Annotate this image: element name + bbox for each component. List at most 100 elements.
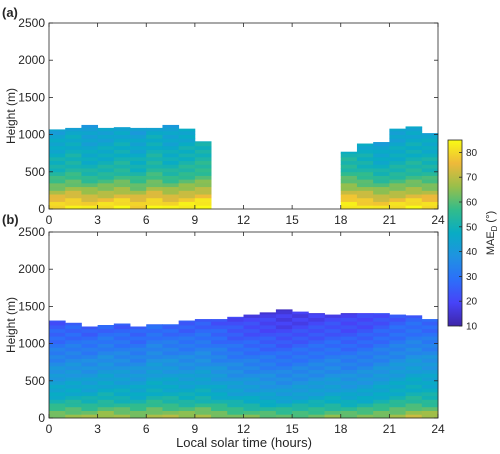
heatmap-cell xyxy=(65,190,82,195)
heatmap-cell xyxy=(373,168,390,173)
heatmap-cell xyxy=(356,197,374,202)
heatmap-cell xyxy=(49,343,66,348)
heatmap-cell xyxy=(308,313,325,315)
heatmap-cell xyxy=(97,186,115,191)
heatmap-cell xyxy=(130,164,147,169)
heatmap-cell xyxy=(373,332,390,337)
heatmap-cell xyxy=(178,351,196,356)
heatmap-cell xyxy=(65,336,82,341)
heatmap-cell xyxy=(421,149,439,154)
heatmap-cell xyxy=(243,395,261,400)
heatmap-cell xyxy=(421,391,439,397)
heatmap-cell xyxy=(65,142,82,147)
heatmap-cell xyxy=(162,124,180,128)
heatmap-cell xyxy=(162,399,180,404)
heatmap-cell xyxy=(97,399,115,404)
heatmap-cell xyxy=(405,182,423,188)
heatmap-cell xyxy=(97,171,115,176)
heatmap-cell xyxy=(97,365,115,371)
x-tick-label: 6 xyxy=(143,213,150,227)
heatmap-cell xyxy=(389,197,406,202)
heatmap-cell xyxy=(211,321,228,326)
heatmap-cell xyxy=(421,388,439,393)
heatmap-cell xyxy=(130,134,147,139)
heatmap-cell xyxy=(81,179,99,184)
heatmap-cell xyxy=(65,182,82,188)
heatmap-cell xyxy=(65,168,82,173)
heatmap-cell xyxy=(194,197,212,202)
heatmap-cell xyxy=(243,325,261,330)
heatmap-cell xyxy=(308,380,325,385)
heatmap-cell xyxy=(146,332,163,337)
heatmap-cell xyxy=(373,197,390,202)
heatmap-cell xyxy=(389,194,406,199)
heatmap-cell xyxy=(162,138,180,143)
heatmap-cell xyxy=(81,410,99,415)
heatmap-cell xyxy=(389,336,406,341)
heatmap-cell xyxy=(178,354,196,359)
heatmap-cell xyxy=(373,156,390,162)
heatmap-cell xyxy=(373,328,390,333)
heatmap-cell xyxy=(292,403,309,408)
heatmap-cell xyxy=(259,414,277,419)
heatmap-cell xyxy=(130,336,147,341)
heatmap-cell xyxy=(194,201,212,206)
heatmap-cell xyxy=(146,328,163,333)
heatmap-cell xyxy=(373,321,390,326)
heatmap-cell xyxy=(356,171,374,176)
heatmap-cell xyxy=(49,325,66,330)
heatmap-cell xyxy=(146,142,163,147)
heatmap-cell xyxy=(162,403,180,408)
heatmap-cell xyxy=(405,126,423,128)
heatmap-cell xyxy=(373,351,390,356)
heatmap-cell xyxy=(211,414,228,419)
heatmap-cell xyxy=(49,358,66,363)
heatmap-cell xyxy=(292,388,309,393)
heatmap-cell xyxy=(162,369,180,374)
heatmap-cell xyxy=(324,369,342,374)
heatmap-cell xyxy=(340,414,358,419)
heatmap-cell xyxy=(65,134,82,139)
heatmap-cell xyxy=(308,332,325,337)
heatmap-cell xyxy=(275,384,293,389)
heatmap-cell xyxy=(421,321,439,326)
heatmap-cell xyxy=(340,313,358,315)
heatmap-cell xyxy=(146,130,163,135)
heatmap-cell xyxy=(243,365,261,371)
heatmap-cell xyxy=(405,351,423,356)
heatmap-cell xyxy=(178,384,196,389)
heatmap-cell xyxy=(65,149,82,154)
colorbar-tick-label: 30 xyxy=(466,272,478,283)
heatmap-cell xyxy=(227,399,244,404)
heatmap-cell xyxy=(405,391,423,397)
heatmap-cell xyxy=(389,314,406,318)
heatmap-cell xyxy=(178,197,196,202)
heatmap-cell xyxy=(97,142,115,147)
heatmap-cell xyxy=(324,399,342,404)
heatmap-cell xyxy=(389,171,406,176)
heatmap-cell xyxy=(113,142,131,147)
heatmap-cell xyxy=(65,194,82,199)
heatmap-cell xyxy=(421,410,439,415)
heatmap-cell xyxy=(49,362,66,367)
heatmap-cell xyxy=(178,171,196,176)
heatmap-cell xyxy=(194,171,212,176)
heatmap-cell xyxy=(194,160,212,165)
heatmap-cell xyxy=(308,354,325,359)
heatmap-cell xyxy=(259,312,277,315)
heatmap-cell xyxy=(194,377,212,382)
heatmap-cell xyxy=(146,369,163,374)
heatmap-cell xyxy=(292,410,309,415)
heatmap-cell xyxy=(405,149,423,154)
heatmap-cell xyxy=(194,336,212,341)
heatmap-cell xyxy=(162,354,180,359)
heatmap-cell xyxy=(356,336,374,341)
heatmap-cell xyxy=(97,395,115,400)
heatmap-cell xyxy=(421,153,439,158)
heatmap-cell xyxy=(275,369,293,374)
heatmap-cell xyxy=(405,347,423,352)
heatmap-cell xyxy=(356,410,374,415)
heatmap-cell xyxy=(389,384,406,389)
heatmap-cell xyxy=(97,362,115,367)
y-tick-label: 500 xyxy=(25,374,45,388)
